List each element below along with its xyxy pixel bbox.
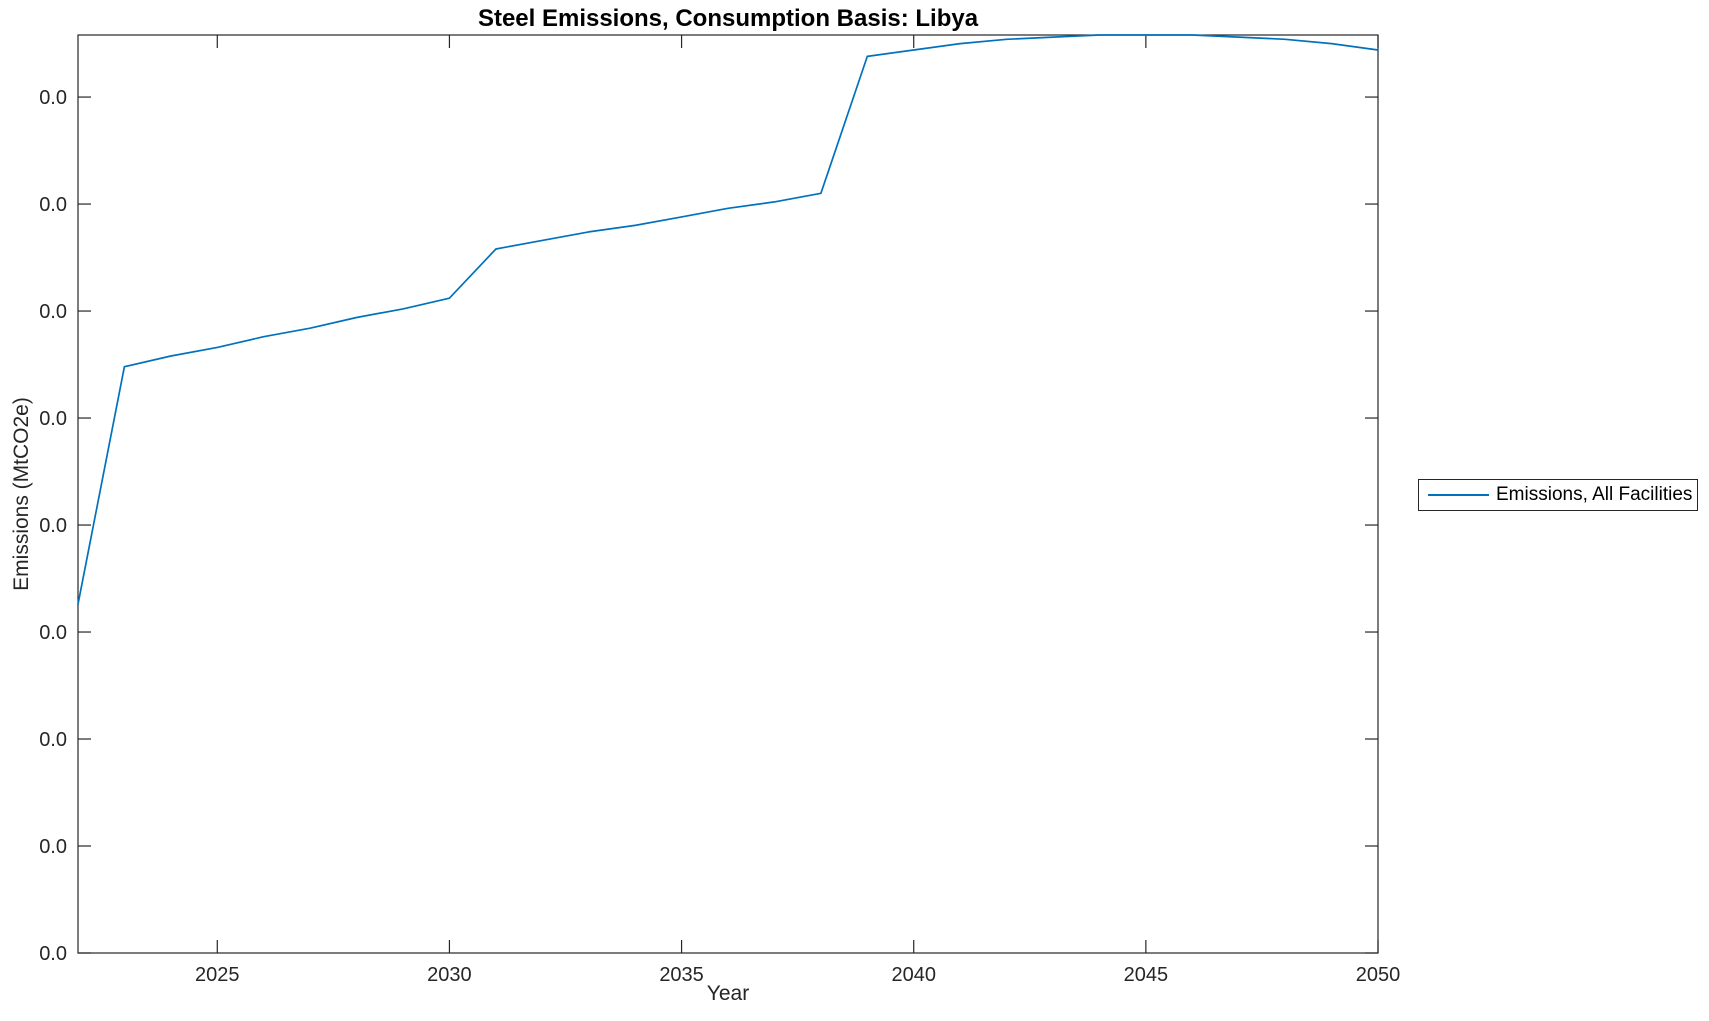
y-tick-label: 0.0 [39,194,67,216]
x-tick-label: 2035 [659,964,704,986]
y-tick-label: 0.0 [39,408,67,430]
x-tick-label: 2030 [427,964,472,986]
legend-entry-label: Emissions, All Facilities [1496,484,1693,505]
plot-title: Steel Emissions, Consumption Basis: Liby… [477,5,979,32]
legend-entry: Emissions, All Facilities [1419,484,1697,506]
y-tick-label: 0.0 [39,87,67,109]
x-tick-label: 2050 [1356,964,1401,986]
x-axis-label: Year [706,982,750,1005]
y-tick-label: 0.0 [39,515,67,537]
emissions-line [77,34,1379,606]
y-tick-label: 0.0 [39,836,67,858]
y-tick-label: 0.0 [39,301,67,323]
x-tick-label: 2045 [1124,964,1169,986]
legend: Emissions, All Facilities [1418,479,1698,511]
y-tick-label: 0.0 [39,622,67,644]
y-tick-label: 0.0 [39,943,67,965]
axes-box [77,34,1379,954]
x-tick-label: 2025 [195,964,240,986]
y-axis-label: Emissions (MtCO2e) [10,397,33,591]
y-tick-label: 0.0 [39,729,67,751]
x-tick-label: 2040 [891,964,936,986]
legend-line-swatch-icon [1428,494,1489,496]
